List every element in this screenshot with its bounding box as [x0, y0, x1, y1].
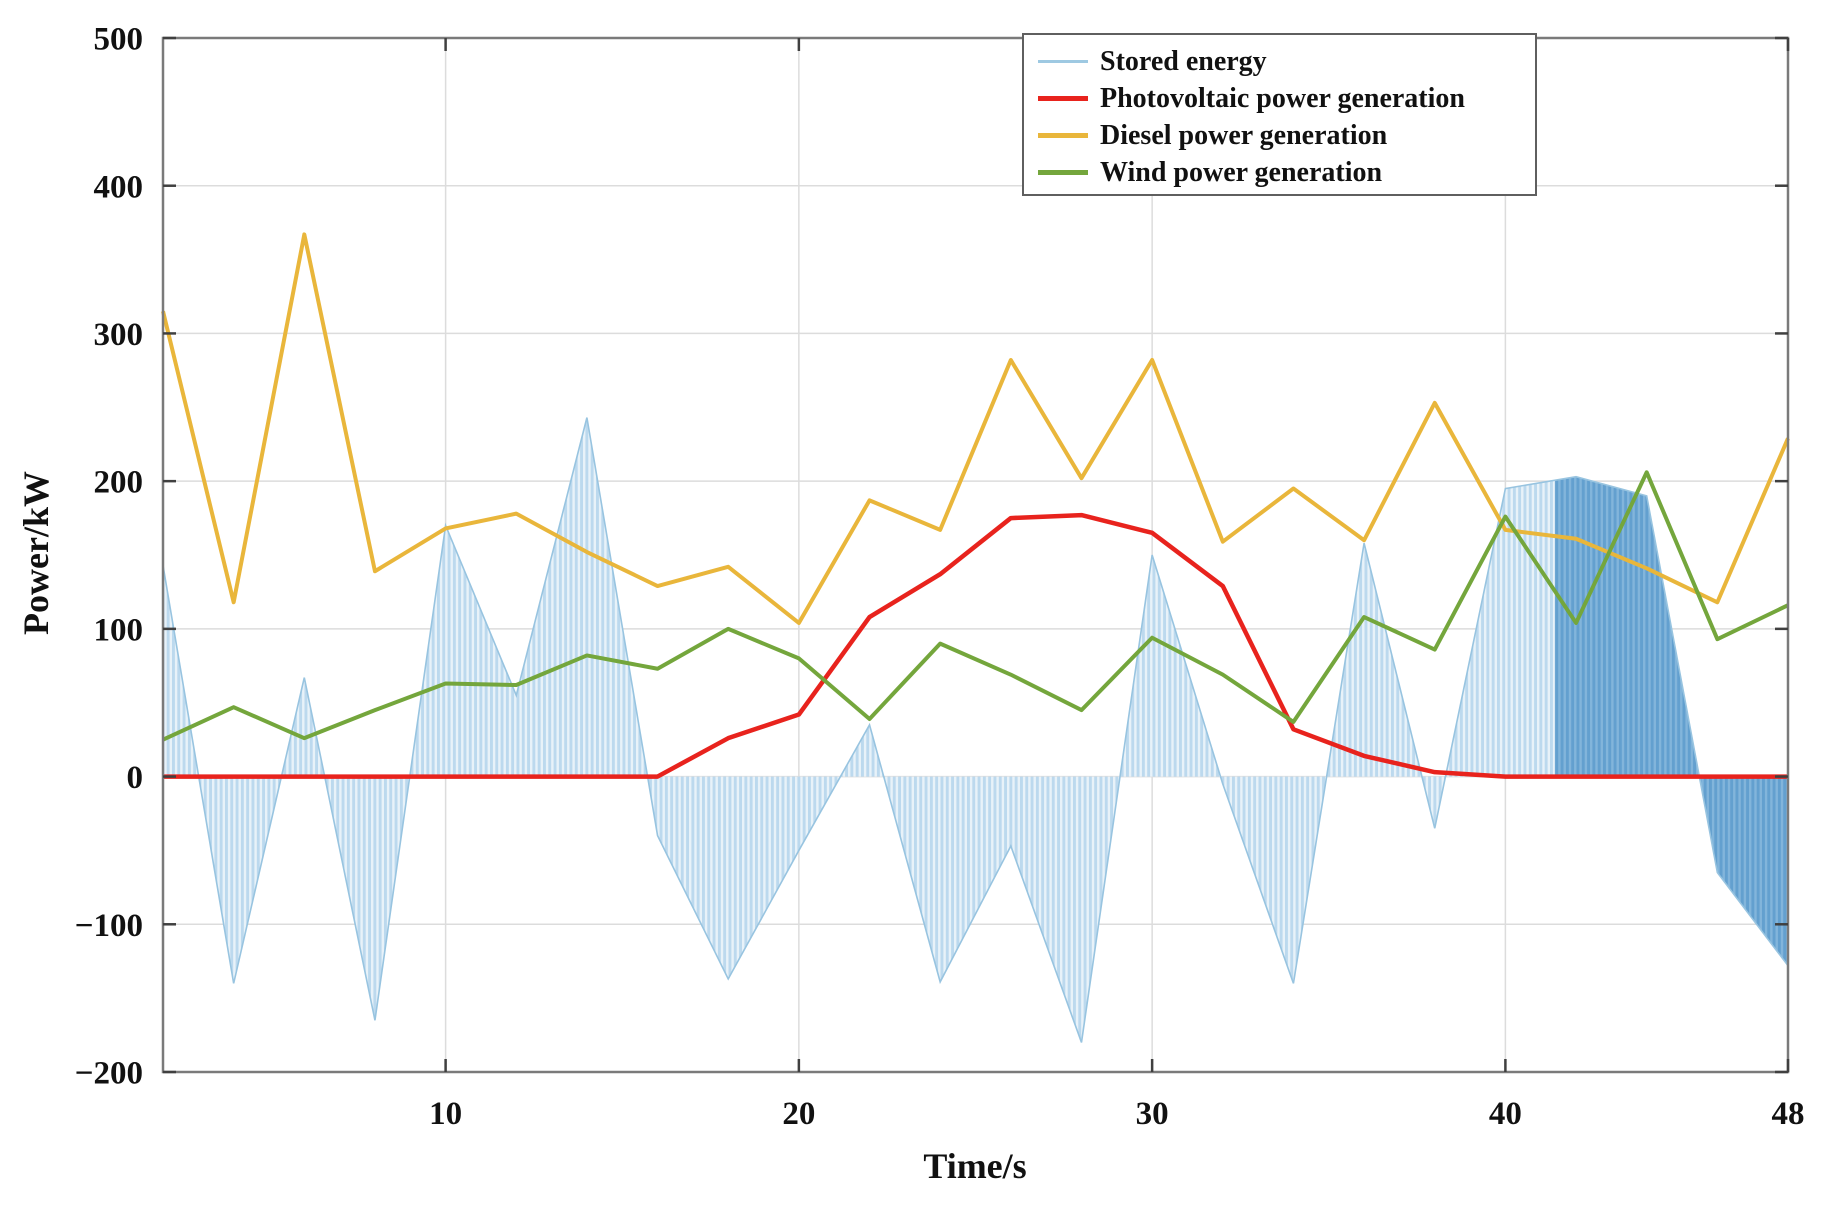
y-tick-label: 400	[94, 169, 144, 205]
y-tick-label: −100	[75, 908, 143, 944]
legend-item: Stored energy	[1038, 43, 1535, 80]
legend-label: Wind power generation	[1100, 156, 1383, 188]
x-tick-label: 10	[429, 1096, 462, 1132]
stored-energy-area	[163, 417, 1788, 1043]
photovoltaic-line-swatch	[1038, 96, 1088, 101]
y-tick-label: 0	[127, 760, 144, 796]
diesel-line-swatch	[1038, 133, 1088, 138]
x-axis-label: Time/s	[923, 1146, 1027, 1186]
wind-power-generation-line	[162, 470, 1789, 742]
x-tick-label: 20	[782, 1096, 815, 1132]
wind-line-swatch	[1038, 170, 1088, 175]
y-tick-label: 200	[94, 465, 144, 501]
legend-item: Photovoltaic power generation	[1038, 80, 1535, 117]
legend-label: Diesel power generation	[1100, 119, 1388, 151]
x-tick-label: 40	[1489, 1096, 1522, 1132]
stored-energy-edge	[162, 417, 1789, 1043]
y-tick-label: 300	[94, 317, 144, 353]
legend-label: Photovoltaic power generation	[1100, 82, 1465, 114]
legend-label: Stored energy	[1100, 45, 1267, 77]
legend-item: Wind power generation	[1038, 154, 1535, 191]
y-tick-label: 100	[94, 612, 144, 648]
plot-frame	[161, 36, 1790, 1074]
x-tick-label: 30	[1136, 1096, 1169, 1132]
stored-energy-line-swatch	[1038, 60, 1088, 63]
photovoltaic-power-generation-line	[163, 512, 1788, 779]
y-tick-label: −200	[75, 1056, 143, 1092]
legend: Stored energy Photovoltaic power generat…	[1022, 33, 1537, 196]
y-tick-label: 500	[94, 22, 144, 58]
x-tick-label: 48	[1772, 1096, 1805, 1132]
y-axis-label: Power/kW	[16, 471, 56, 635]
stored-energy-area-dark	[1554, 476, 1788, 966]
legend-item: Diesel power generation	[1038, 117, 1535, 154]
